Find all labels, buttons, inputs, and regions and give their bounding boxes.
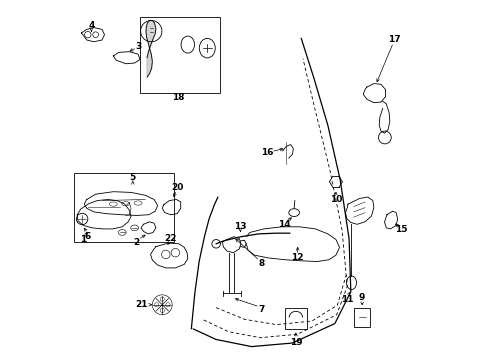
Text: 1: 1 [80, 235, 86, 244]
Text: 15: 15 [394, 225, 407, 234]
Text: 14: 14 [277, 220, 290, 229]
Text: 16: 16 [261, 148, 273, 157]
Text: 4: 4 [88, 21, 94, 30]
Text: 13: 13 [234, 221, 246, 230]
Text: 8: 8 [258, 259, 264, 268]
Bar [354, 307, 369, 327]
Text: 3: 3 [135, 41, 141, 50]
Bar [285, 307, 306, 329]
Bar [74, 173, 173, 242]
Text: 12: 12 [291, 253, 304, 262]
Text: 20: 20 [171, 183, 183, 192]
Text: 10: 10 [329, 195, 342, 204]
Text: 9: 9 [358, 293, 365, 302]
Bar [140, 17, 219, 93]
Text: 17: 17 [387, 36, 400, 45]
Text: 19: 19 [289, 338, 302, 347]
Text: 5: 5 [129, 173, 136, 182]
Text: 7: 7 [258, 305, 264, 314]
Text: 22: 22 [164, 234, 177, 243]
Text: 21: 21 [135, 300, 147, 309]
Text: 6: 6 [84, 231, 91, 240]
Polygon shape [145, 21, 156, 77]
Text: 11: 11 [340, 294, 353, 303]
Text: 2: 2 [133, 238, 139, 247]
Text: 18: 18 [172, 93, 184, 102]
